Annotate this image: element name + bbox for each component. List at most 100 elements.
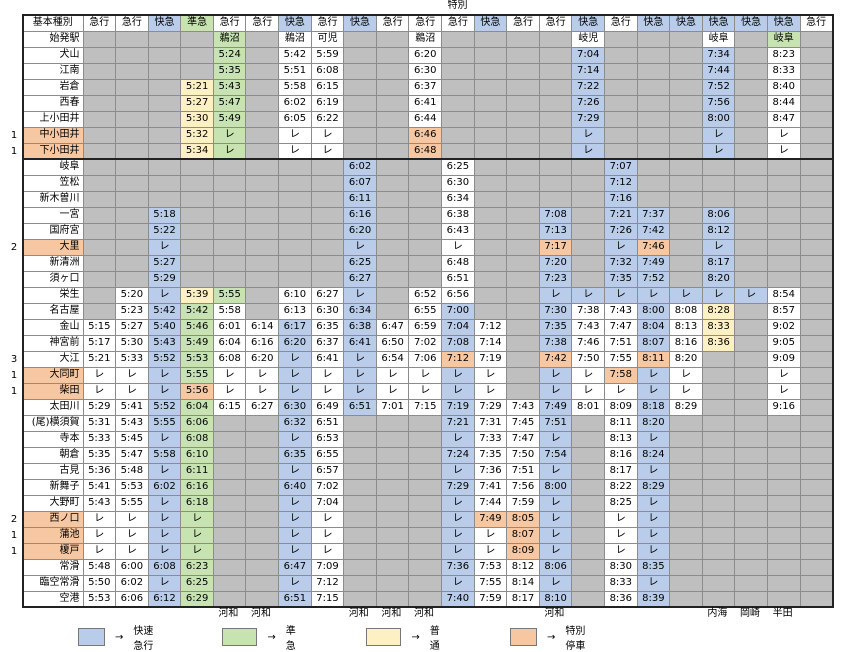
time-cell: 5:46: [180, 318, 214, 336]
time-cell: レ: [441, 574, 475, 592]
time-cell: [473, 206, 508, 224]
time-cell: [375, 222, 410, 240]
time-cell: [799, 334, 834, 352]
time-cell: [473, 158, 508, 176]
destination-label: 河和: [218, 608, 239, 619]
time-cell: [734, 46, 768, 64]
time-cell: [245, 590, 280, 608]
time-cell: [212, 542, 247, 560]
time-cell: 5:45: [115, 430, 149, 448]
time-cell: レ: [343, 238, 377, 256]
time-cell: 岐阜: [701, 30, 736, 48]
time-cell: 5:43: [212, 78, 247, 96]
time-cell: [766, 558, 801, 576]
time-cell: [375, 206, 410, 224]
station-row: 始発駅 鵜沼 鵜沼 可児 鵜沼 岐児 岐阜 岐阜: [22, 30, 834, 48]
station-row: 西春 5:27 5:47 6:02 6:19 6:41 7:26 7:56 8:44: [22, 94, 834, 112]
time-cell: 8:00: [636, 302, 671, 320]
destination-label: 河和: [414, 608, 434, 619]
time-cell: [278, 270, 312, 288]
time-cell: [734, 510, 768, 528]
time-cell: 8:12: [701, 222, 736, 240]
station-row: 柴田レレレ 5:56 レレレレレレレレレレレレレレレ: [22, 382, 834, 400]
time-cell: 7:43: [571, 318, 605, 336]
time-cell: [147, 158, 182, 176]
time-cell: レ: [82, 366, 117, 384]
time-cell: [506, 366, 540, 384]
time-cell: レ: [82, 510, 117, 528]
time-cell: [408, 158, 443, 176]
time-cell: [669, 174, 703, 192]
time-cell: [766, 478, 801, 496]
time-cell: [571, 222, 605, 240]
time-cell: レ: [245, 382, 280, 400]
time-cell: 5:21: [82, 350, 117, 368]
time-cell: 7:36: [441, 558, 475, 576]
time-cell: [571, 238, 605, 256]
time-cell: レ: [278, 350, 312, 368]
time-cell: [115, 110, 149, 128]
station-name: 大里: [22, 238, 84, 256]
time-cell: [571, 542, 605, 560]
station-row: 金山 5:15 5:27 5:40 5:46 6:01 6:14 6:17 6:35 6:38 6:…: [22, 318, 834, 336]
time-cell: [82, 62, 117, 80]
time-cell: [82, 78, 117, 96]
time-cell: 5:51: [278, 62, 312, 80]
time-cell: 8:16: [604, 446, 638, 464]
time-cell: 6:32: [278, 414, 312, 432]
time-cell: [701, 558, 736, 576]
time-cell: [408, 254, 443, 272]
time-cell: [278, 222, 312, 240]
station-row: 犬山 5:24 5:42 5:59 6:20 7:04 7:34 8:23: [22, 46, 834, 64]
time-cell: [180, 270, 214, 288]
time-cell: 7:40: [441, 590, 475, 608]
time-cell: [669, 574, 703, 592]
time-cell: レ: [115, 366, 149, 384]
station-row: 古見 5:36 5:48 レ 6:11 レ 6:57 レ 7:36 7:51 レ 8:17 レ: [22, 462, 834, 480]
time-cell: 5:22: [147, 222, 182, 240]
time-cell: [701, 462, 736, 480]
time-cell: レ: [212, 126, 247, 144]
time-cell: [115, 94, 149, 112]
time-cell: [115, 158, 149, 176]
time-cell: レ: [636, 542, 671, 560]
time-cell: 5:58: [147, 446, 182, 464]
station-name: (尾)横須賀: [22, 414, 84, 432]
time-cell: 6:16: [245, 334, 280, 352]
legend-item: → 快速急行: [78, 626, 158, 652]
time-cell: [310, 270, 345, 288]
time-cell: レ: [408, 366, 443, 384]
special-label: 特別: [447, 0, 468, 11]
time-cell: [538, 94, 573, 112]
time-cell: 7:59: [473, 590, 508, 608]
time-cell: [766, 174, 801, 192]
train-type-header: 急行: [115, 14, 149, 32]
time-cell: [766, 526, 801, 544]
station-name: 常滑: [22, 558, 84, 576]
time-cell: 7:43: [604, 302, 638, 320]
time-cell: レ: [473, 526, 508, 544]
time-cell: 8:06: [701, 206, 736, 224]
time-cell: 7:49: [473, 510, 508, 528]
time-cell: 8:33: [766, 62, 801, 80]
time-cell: 6:20: [278, 334, 312, 352]
time-cell: レ: [636, 366, 671, 384]
time-cell: [669, 558, 703, 576]
time-cell: 8:05: [506, 510, 540, 528]
time-cell: 8:09: [506, 542, 540, 560]
time-cell: [506, 302, 540, 320]
time-cell: 6:46: [408, 126, 443, 144]
time-cell: [82, 302, 117, 320]
time-cell: [473, 94, 508, 112]
time-cell: 6:30: [310, 302, 345, 320]
time-cell: [538, 78, 573, 96]
time-cell: 7:02: [408, 334, 443, 352]
time-cell: レ: [180, 510, 214, 528]
time-cell: 5:40: [147, 318, 182, 336]
time-cell: 7:35: [473, 446, 508, 464]
time-cell: [734, 94, 768, 112]
station-row: 名古屋 5:23 5:42 5:42 5:58 6:13 6:30 6:34 6:55 7:00 7…: [22, 302, 834, 320]
time-cell: [734, 62, 768, 80]
time-cell: [343, 78, 377, 96]
train-type-header: 快急: [147, 14, 182, 32]
